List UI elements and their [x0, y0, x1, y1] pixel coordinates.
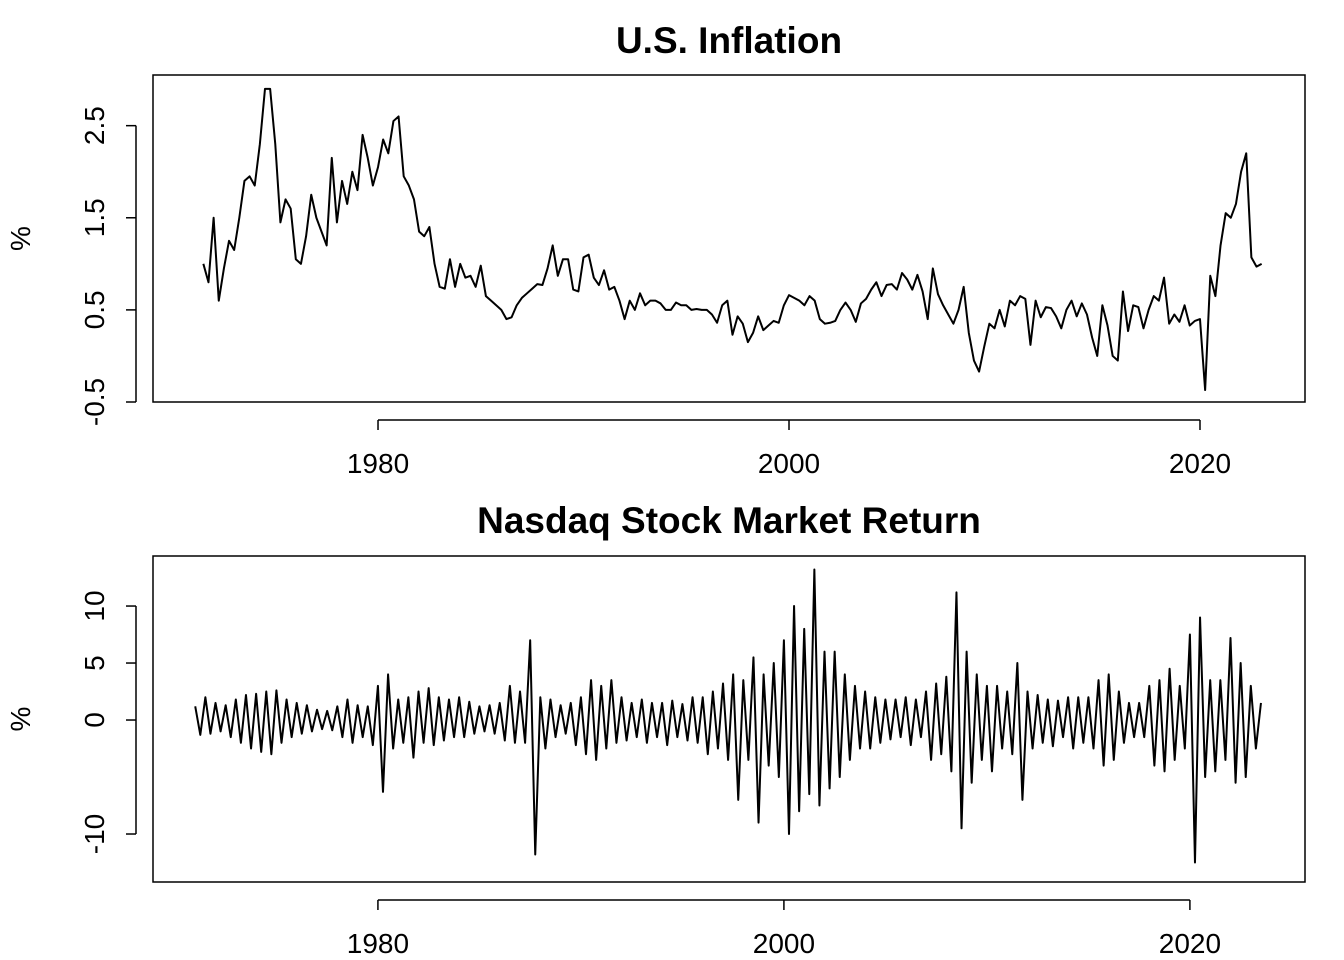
x-tick-label: 2000: [753, 928, 815, 959]
data-line: [202, 87, 1263, 392]
y-tick-label: 0.5: [79, 290, 110, 329]
x-tick-label: 1980: [347, 928, 409, 959]
plot-box: [152, 74, 1306, 403]
y-axis-label: %: [5, 226, 36, 251]
x-tick-label: 2000: [758, 448, 820, 479]
y-tick-label: -0.5: [79, 378, 110, 426]
x-tick-label: 2020: [1159, 928, 1221, 959]
y-tick-label: -10: [79, 814, 110, 854]
y-axis-label: %: [5, 707, 36, 732]
x-tick-label: 1980: [347, 448, 409, 479]
y-tick-label: 1.5: [79, 198, 110, 237]
y-tick-label: 10: [79, 590, 110, 621]
y-tick-label: 5: [79, 655, 110, 671]
x-tick-label: 2020: [1169, 448, 1231, 479]
data-line: [194, 568, 1262, 864]
plot-box: [152, 555, 1306, 883]
y-tick-label: 2.5: [79, 106, 110, 145]
chart-title: U.S. Inflation: [616, 20, 842, 61]
y-tick-label: 0: [79, 712, 110, 728]
chart-title: Nasdaq Stock Market Return: [477, 500, 981, 541]
